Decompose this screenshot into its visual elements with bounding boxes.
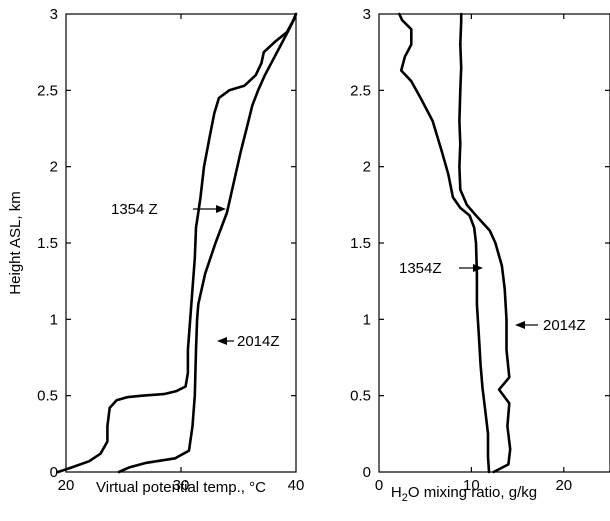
y-tick-label: 3 bbox=[363, 6, 371, 23]
right-axis-ticks: 0 10 20 0 0.5 1 1.5 2 2.5 3 bbox=[350, 6, 610, 494]
x-tick-label: 0 bbox=[375, 477, 383, 494]
y-tick-label: 2.5 bbox=[37, 82, 58, 99]
annotation-2014z-left: 2014Z bbox=[237, 333, 280, 350]
x-tick-label: 20 bbox=[58, 477, 75, 494]
y-axis-label: Height ASL, km bbox=[7, 191, 24, 294]
arrowhead-2014z-right bbox=[515, 321, 525, 329]
annotation-2014z-right: 2014Z bbox=[543, 317, 586, 334]
x-tick-label: 10 bbox=[463, 477, 480, 494]
series-line-2014z bbox=[458, 12, 512, 474]
y-tick-label: 1.5 bbox=[350, 235, 371, 252]
left-series bbox=[56, 12, 298, 474]
y-tick-label: 2.5 bbox=[350, 82, 371, 99]
x-tick-label: 20 bbox=[555, 477, 572, 494]
series-line-1354z bbox=[56, 12, 298, 474]
y-tick-label: 0.5 bbox=[350, 388, 371, 405]
right-series bbox=[398, 12, 512, 474]
left-x-axis-label: Virtual potential temp., °C bbox=[96, 479, 266, 496]
arrowhead-2014z-left bbox=[217, 337, 227, 345]
x-tick-label: 30 bbox=[173, 477, 190, 494]
y-tick-label: 0.5 bbox=[37, 388, 58, 405]
annotation-1354z-right: 1354Z bbox=[399, 260, 442, 277]
y-tick-label: 3 bbox=[50, 6, 58, 23]
y-tick-label: 1 bbox=[50, 311, 58, 328]
y-tick-label: 0 bbox=[50, 464, 58, 481]
xlabel-h: H bbox=[391, 484, 402, 501]
annotation-1354z-left: 1354 Z bbox=[111, 201, 158, 218]
arrowhead-1354z-right bbox=[473, 264, 483, 272]
left-panel: 20 30 40 0 0.5 1 1.5 2 2.5 3 Virtual potential te… bbox=[7, 6, 304, 496]
x-tick-label: 40 bbox=[288, 477, 305, 494]
series-line-1354z bbox=[398, 12, 491, 474]
xlabel-subscript-2: 2 bbox=[402, 492, 408, 504]
y-tick-label: 2 bbox=[50, 159, 58, 176]
left-axis-ticks: 20 30 40 0 0.5 1 1.5 2 2.5 3 bbox=[37, 6, 304, 494]
xlabel-rest: O mixing ratio, g/kg bbox=[408, 484, 537, 501]
arrowhead-1354z-left bbox=[216, 205, 226, 213]
y-tick-label: 2 bbox=[363, 159, 371, 176]
y-tick-label: 0 bbox=[363, 464, 371, 481]
right-x-axis-label: H2O mixing ratio, g/kg bbox=[391, 484, 537, 504]
y-tick-label: 1 bbox=[363, 311, 371, 328]
series-line-2014z bbox=[117, 12, 298, 474]
y-tick-label: 1.5 bbox=[37, 235, 58, 252]
